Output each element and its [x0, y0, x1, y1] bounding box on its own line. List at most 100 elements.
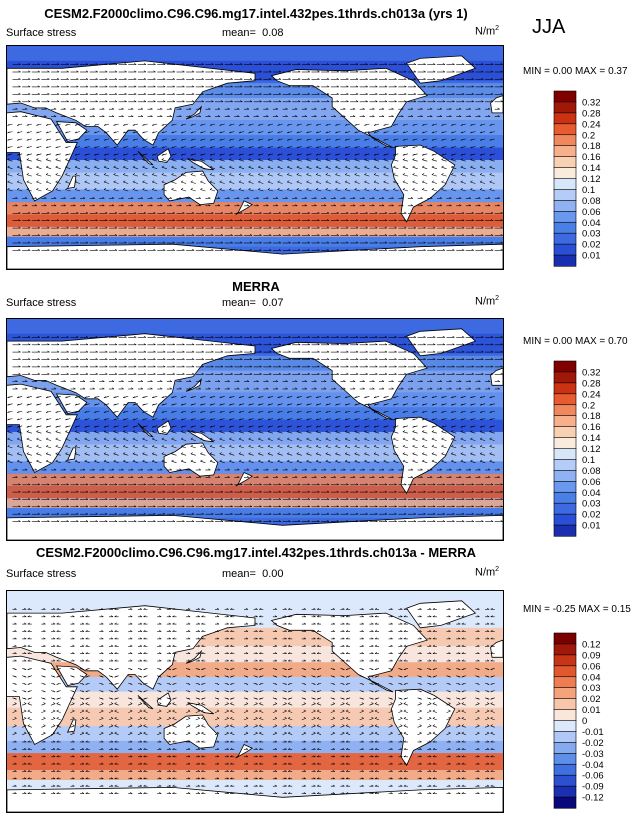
map-1-vector-head	[26, 411, 29, 413]
map-0-vector-head	[249, 70, 253, 73]
map-0-landmass	[187, 158, 214, 171]
map-0-vector-head	[103, 188, 107, 190]
map-0-vector	[480, 181, 486, 184]
map-0-vector-head	[132, 173, 136, 175]
map-0-vector-head	[152, 165, 155, 168]
map-0-vector-head	[307, 85, 310, 88]
map-0-vector-head	[470, 124, 473, 126]
map-0-vector-head	[433, 234, 436, 236]
map-0-vector	[412, 181, 418, 184]
map-0-vector-head	[423, 226, 426, 229]
map-0-vector	[287, 174, 293, 177]
map-1-vector-head	[422, 396, 425, 399]
map-1-vector-head	[336, 350, 339, 353]
map-1-vector-head	[259, 372, 262, 375]
map-1-vector-head	[28, 335, 31, 338]
map-0-vector-head	[124, 92, 127, 95]
map-0-vector-head	[114, 211, 118, 214]
map-0-vector-head	[470, 188, 473, 190]
map-0-vector-head	[364, 153, 367, 156]
map-0-vector	[345, 166, 351, 169]
map-0-vector-head	[298, 85, 301, 88]
map-1-vector-head	[344, 459, 348, 462]
map-1-vector	[306, 438, 312, 441]
map-0-vector-head	[124, 70, 127, 73]
map-0-vector-head	[191, 248, 195, 251]
map-0-vector-head	[489, 153, 492, 156]
map-0-vector-head	[28, 92, 31, 95]
map-0-vector-head	[500, 85, 503, 88]
map-1-vector-head	[258, 411, 261, 413]
map-1-vector-head	[209, 430, 213, 432]
map-1-vector-head	[45, 452, 49, 455]
map-0-vector-head	[315, 131, 319, 134]
map-1-vector-head	[26, 437, 29, 440]
map-1-vector-head	[105, 335, 108, 338]
map-0-vector	[190, 174, 196, 177]
map-0-vector-head	[237, 196, 240, 199]
map-0-vector-head	[248, 131, 251, 134]
panel-1-mean: mean= 0.08	[222, 27, 284, 39]
map-1-vector-head	[343, 387, 346, 390]
map-1-vector-head	[47, 490, 50, 493]
map-1-vector-head	[142, 425, 145, 428]
map-1-vector-head	[113, 396, 116, 399]
map-1-vector-head	[188, 468, 192, 471]
map-0-vector	[200, 174, 206, 177]
map-0-vector-head	[114, 63, 118, 65]
map-0-vector-head	[92, 196, 95, 199]
map-0-vector-head	[45, 188, 49, 190]
map-1-vector-head	[84, 418, 87, 421]
map-0-vector	[161, 166, 167, 169]
map-0-vector-head	[56, 85, 60, 88]
map-1-vector-head	[66, 365, 69, 368]
map-0-vector-head	[44, 196, 47, 199]
map-0-vector-head	[172, 241, 175, 244]
map-0-vector-head	[28, 85, 31, 88]
map-0-vector-head	[95, 219, 98, 221]
map-0-vector-head	[449, 196, 452, 199]
map-0-vector-head	[124, 226, 127, 229]
map-0-vector-head	[326, 70, 330, 73]
map-0-vector-head	[55, 165, 58, 168]
map-0-vector-head	[36, 146, 39, 149]
map-1-vector-head	[17, 444, 20, 447]
map-1-vector-head	[381, 387, 385, 390]
map-0-vector-head	[394, 226, 397, 229]
map-1-vector-head	[336, 335, 339, 338]
map-0-vector-head	[471, 77, 474, 80]
map-1-vector-head	[354, 437, 357, 440]
map-0-vector-head	[37, 226, 40, 229]
map-1-vector-head	[460, 459, 463, 462]
map-0-vector	[277, 159, 283, 162]
map-0-vector-head	[230, 211, 233, 214]
map-1-vector-head	[95, 358, 98, 360]
map-0-vector-head	[269, 219, 272, 221]
map-0-vector-head	[56, 226, 60, 229]
map-0-vector-head	[364, 138, 367, 141]
map-1-vector-head	[45, 437, 49, 440]
map-1-vector-head	[422, 444, 425, 447]
map-0-vector-head	[102, 115, 105, 117]
map-0-vector-head	[304, 204, 307, 207]
map-0-vector-head	[134, 100, 137, 103]
map-0-vector-head	[404, 226, 407, 229]
map-0-vectors	[7, 63, 503, 251]
map-0-vector-head	[171, 138, 174, 141]
map-1-vector-head	[238, 444, 242, 447]
map-1-vector-head	[500, 335, 503, 338]
map-0-vector-head	[191, 63, 195, 65]
map-1-vector-head	[171, 403, 174, 406]
map-1-vector-head	[238, 411, 242, 413]
map-1-vector-head	[7, 452, 10, 455]
map-1-vector-head	[497, 387, 500, 390]
map-0-vector-head	[28, 211, 31, 214]
map-0-vector-head	[25, 115, 28, 117]
map-0-vector-head	[431, 124, 435, 126]
map-0-vector-head	[315, 188, 319, 190]
map-1-vector	[142, 431, 148, 434]
map-1-vector-head	[36, 430, 39, 432]
map-0-vector-head	[442, 100, 446, 103]
map-1-vector-head	[441, 425, 444, 428]
map-0-vector	[383, 174, 389, 177]
